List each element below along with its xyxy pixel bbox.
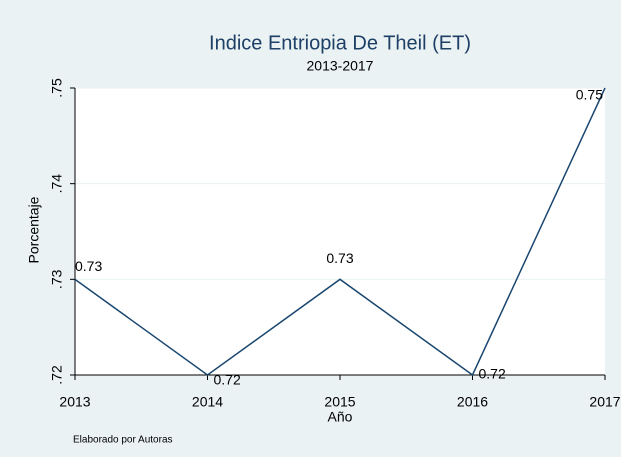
data-label: 0.72 xyxy=(214,372,241,388)
data-label: 0.75 xyxy=(576,87,603,103)
plot-area xyxy=(75,88,605,375)
x-tick-label: 2017 xyxy=(589,394,620,410)
chart-title: Indice Entriopia De Theil (ET) xyxy=(209,32,471,54)
line xyxy=(74,87,606,377)
y-tick-label: .73 xyxy=(49,269,65,289)
x-tick-label: 2014 xyxy=(192,394,223,410)
y-axis-label: Porcentaje xyxy=(26,196,42,263)
y-tick-label: .72 xyxy=(49,365,65,385)
data-label: 0.73 xyxy=(326,250,353,266)
x-tick-label: 2016 xyxy=(457,394,488,410)
y-tick-label: .74 xyxy=(49,174,65,194)
x-tick-label: 2013 xyxy=(59,394,90,410)
data-label: 0.73 xyxy=(75,258,102,274)
chart-subtitle: 2013-2017 xyxy=(307,58,374,74)
x-axis-label: Año xyxy=(328,409,353,425)
y-tick-label: .75 xyxy=(49,78,65,98)
data-label: 0.72 xyxy=(479,366,506,382)
note: Elaborado por Autoras xyxy=(73,435,173,446)
x-tick-label: 2015 xyxy=(324,394,355,410)
